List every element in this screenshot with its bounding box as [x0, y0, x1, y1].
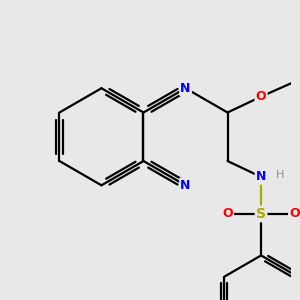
Text: O: O [222, 208, 233, 220]
Text: N: N [256, 170, 266, 183]
Text: H: H [276, 170, 285, 180]
Text: S: S [256, 207, 266, 221]
Text: N: N [180, 82, 191, 95]
Text: O: O [256, 90, 266, 103]
Text: O: O [289, 208, 300, 220]
Text: N: N [180, 179, 191, 192]
